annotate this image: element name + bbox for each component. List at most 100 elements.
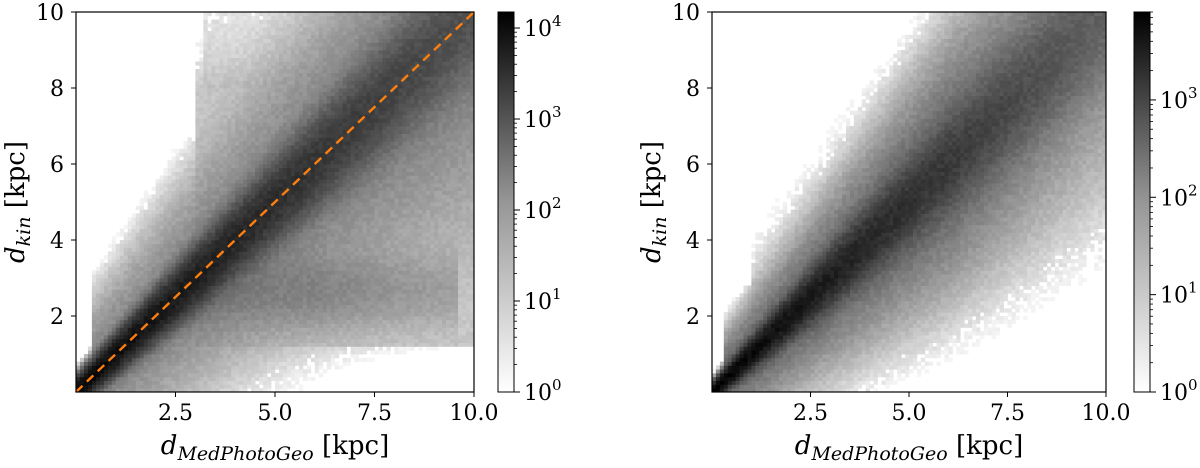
heatmap-bin [302,221,308,226]
heatmap-bin [298,300,304,305]
heatmap-bin [151,369,156,374]
heatmap-bin [298,357,304,362]
heatmap-bin [338,228,344,233]
heatmap-bin [231,152,236,157]
heatmap-bin [282,376,288,381]
heatmap-bin [235,312,240,317]
heatmap-bin [215,183,220,188]
heatmap-bin [275,365,280,370]
heatmap-bin [271,217,276,222]
heatmap-bin [286,167,292,172]
heatmap-bin [298,160,304,165]
heatmap-bin [223,202,228,207]
heatmap-bin [263,110,268,115]
heatmap-bin [207,80,212,85]
heatmap-bin [159,240,164,245]
heatmap-bin [163,346,168,351]
heatmap-bin [255,190,260,195]
heatmap-bin [143,243,149,248]
heatmap-bin [282,99,288,104]
heatmap-bin [107,335,113,340]
heatmap-bin [139,255,145,260]
heatmap-bin [199,274,204,279]
heatmap-bin [211,278,216,283]
heatmap-bin [282,114,288,119]
heatmap-bin [298,262,304,267]
heatmap-bin [271,346,276,351]
heatmap-bin [235,224,240,229]
heatmap-bin [286,281,292,286]
heatmap-bin [326,281,332,286]
heatmap-bin [111,342,117,347]
heatmap-bin [294,319,300,324]
heatmap-bin [187,175,192,180]
heatmap-bin [255,259,260,264]
heatmap-bin [334,297,340,302]
heatmap-bin [239,152,244,157]
heatmap-bin [91,365,97,370]
heatmap-bin [211,338,216,343]
heatmap-bin [239,122,244,127]
heatmap-bin [147,357,153,362]
heatmap-bin [115,259,121,264]
heatmap-bin [171,167,176,172]
heatmap-bin [103,289,109,294]
heatmap-bin [219,346,224,351]
heatmap-bin [278,42,284,47]
heatmap-bin [278,167,284,172]
heatmap-bin [275,316,280,321]
heatmap-bin [215,346,220,351]
heatmap-bin [275,190,280,195]
heatmap-bin [175,259,180,264]
heatmap-bin [275,171,280,176]
heatmap-bin [199,95,204,100]
heatmap-bin [247,91,252,96]
heatmap-bin [231,148,236,153]
heatmap-bin [342,293,348,298]
heatmap-bin [235,76,240,81]
heatmap-bin [294,236,300,241]
heatmap-bin [127,221,133,226]
heatmap-bin [259,342,264,347]
heatmap-bin [302,335,308,340]
heatmap-bin [195,194,200,199]
heatmap-bin [199,69,204,74]
heatmap-bin [318,19,324,24]
heatmap-bin [219,175,224,180]
heatmap-bin [251,232,256,237]
heatmap-bin [207,84,212,89]
heatmap-bin [223,369,228,374]
heatmap-bin [306,103,312,108]
heatmap-bin [290,259,296,264]
heatmap-bin [91,380,97,385]
heatmap-bin [326,361,332,366]
heatmap-bin [278,91,284,96]
heatmap-bin [223,129,228,134]
heatmap-bin [103,331,109,336]
heatmap-bin [227,236,232,241]
heatmap-bin [294,357,300,362]
heatmap-bin [251,202,256,207]
heatmap-bin [247,15,252,20]
heatmap-bin [290,262,296,267]
heatmap-bin [302,61,308,66]
heatmap-bin [310,357,316,362]
heatmap-bin [211,331,216,336]
heatmap-bin [179,342,184,347]
heatmap-bin [263,380,268,385]
heatmap-bin [286,228,292,233]
heatmap-bin [231,160,236,165]
heatmap-bin [155,274,160,279]
heatmap-bin [278,34,284,39]
heatmap-bin [171,156,176,161]
heatmap-bin [239,198,244,203]
heatmap-bin [267,53,272,58]
heatmap-bin [306,224,312,229]
heatmap-bin [314,114,320,119]
heatmap-bin [306,69,312,74]
heatmap-bin [211,384,216,389]
heatmap-bin [203,46,208,51]
heatmap-bin [243,308,248,313]
heatmap-bin [278,335,284,340]
heatmap-bin [294,361,300,366]
